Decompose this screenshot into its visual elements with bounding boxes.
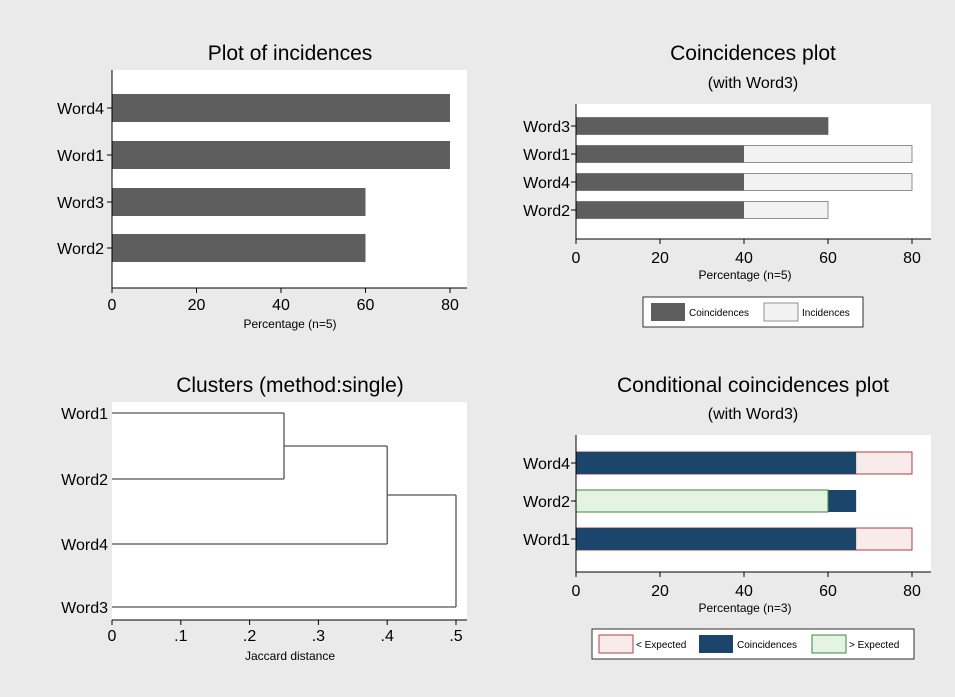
coincidence-bar [576,145,744,163]
tick-label: 20 [651,583,669,600]
category-label: Word3 [57,195,104,212]
x-axis-label: Percentage (n=5) [698,268,791,282]
tick-label: 80 [903,583,921,600]
clusters-dendrogram: Clusters (method:single) Word1 Word2 Word4 W… [61,374,467,663]
legend-label: Coincidences [737,640,797,651]
chart-title: Clusters (method:single) [176,374,404,397]
category-label: Word4 [57,101,104,118]
bar [112,94,450,122]
category-label: Word2 [523,494,570,511]
expected-bar [575,489,829,513]
tick-label: 0 [108,628,117,645]
tick-label: .2 [243,628,256,645]
coincidence-bar [576,117,828,135]
tick-label: 60 [819,583,837,600]
legend: Coincidences Incidences [642,296,864,328]
legend-label: Coincidences [689,308,749,319]
legend-swatch-coincidences [699,635,733,653]
category-label: Word1 [523,147,570,164]
leaf-label: Word4 [61,537,108,554]
tick-label: 80 [903,250,921,267]
tick-label: .3 [312,628,325,645]
x-axis-label: Jaccard distance [245,649,335,663]
x-axis-label: Percentage (n=3) [698,601,791,615]
legend-label: > Expected [849,640,899,651]
leaf-label: Word3 [61,600,108,617]
tick-label: .4 [381,628,394,645]
tick-label: 40 [735,250,753,267]
tick-label: 0 [108,297,117,314]
leaf-label: Word2 [61,472,108,489]
bar [112,234,366,262]
tick-label: 80 [441,297,459,314]
tick-label: 60 [819,250,837,267]
category-label: Word3 [523,119,570,136]
chart-subtitle: (with Word3) [708,75,798,92]
legend: < Expected Coincidences > Expected [591,628,915,660]
bar [112,141,450,169]
chart-title: Coincidences plot [670,42,836,65]
bar [112,188,366,216]
tick-label: .1 [174,628,187,645]
tick-label: 20 [188,297,206,314]
coincidence-bar [576,201,744,219]
category-label: Word1 [523,532,570,549]
tick-label: 0 [572,250,581,267]
tick-label: 0 [572,583,581,600]
leaf-label: Word1 [61,406,108,423]
category-label: Word2 [523,203,570,220]
chart-subtitle: (with Word3) [708,406,798,423]
legend-label: Incidences [802,308,850,319]
tick-label: 20 [651,250,669,267]
category-label: Word1 [57,148,104,165]
tick-label: 60 [357,297,375,314]
incidences-plot: Plot of incidences Word4 Word1 Word3 Word2 0 2… [57,42,467,331]
legend-swatch-coincidences [651,303,685,321]
category-label: Word4 [523,456,570,473]
category-label: Word2 [57,241,104,258]
legend-swatch-above-expected [811,634,847,654]
tick-label: 40 [735,583,753,600]
tick-label: 40 [272,297,290,314]
category-label: Word4 [523,175,570,192]
coincidences-plot: Coincidences plot (with Word3) Word3 Word1 W… [523,42,931,328]
coincidence-bar [576,452,857,474]
chart-title: Conditional coincidences plot [617,374,889,397]
legend-label: < Expected [636,640,686,651]
x-axis-label: Percentage (n=5) [243,317,336,331]
tick-label: .5 [449,628,462,645]
legend-swatch-below-expected [598,634,634,654]
plot-area [112,402,467,620]
conditional-coincidences-plot: Conditional coincidences plot (with Word3… [523,374,931,660]
chart-title: Plot of incidences [208,42,373,65]
coincidence-bar [576,173,744,191]
coincidence-bar [576,528,857,550]
legend-swatch-incidences [763,302,799,322]
legend-box [591,628,915,660]
